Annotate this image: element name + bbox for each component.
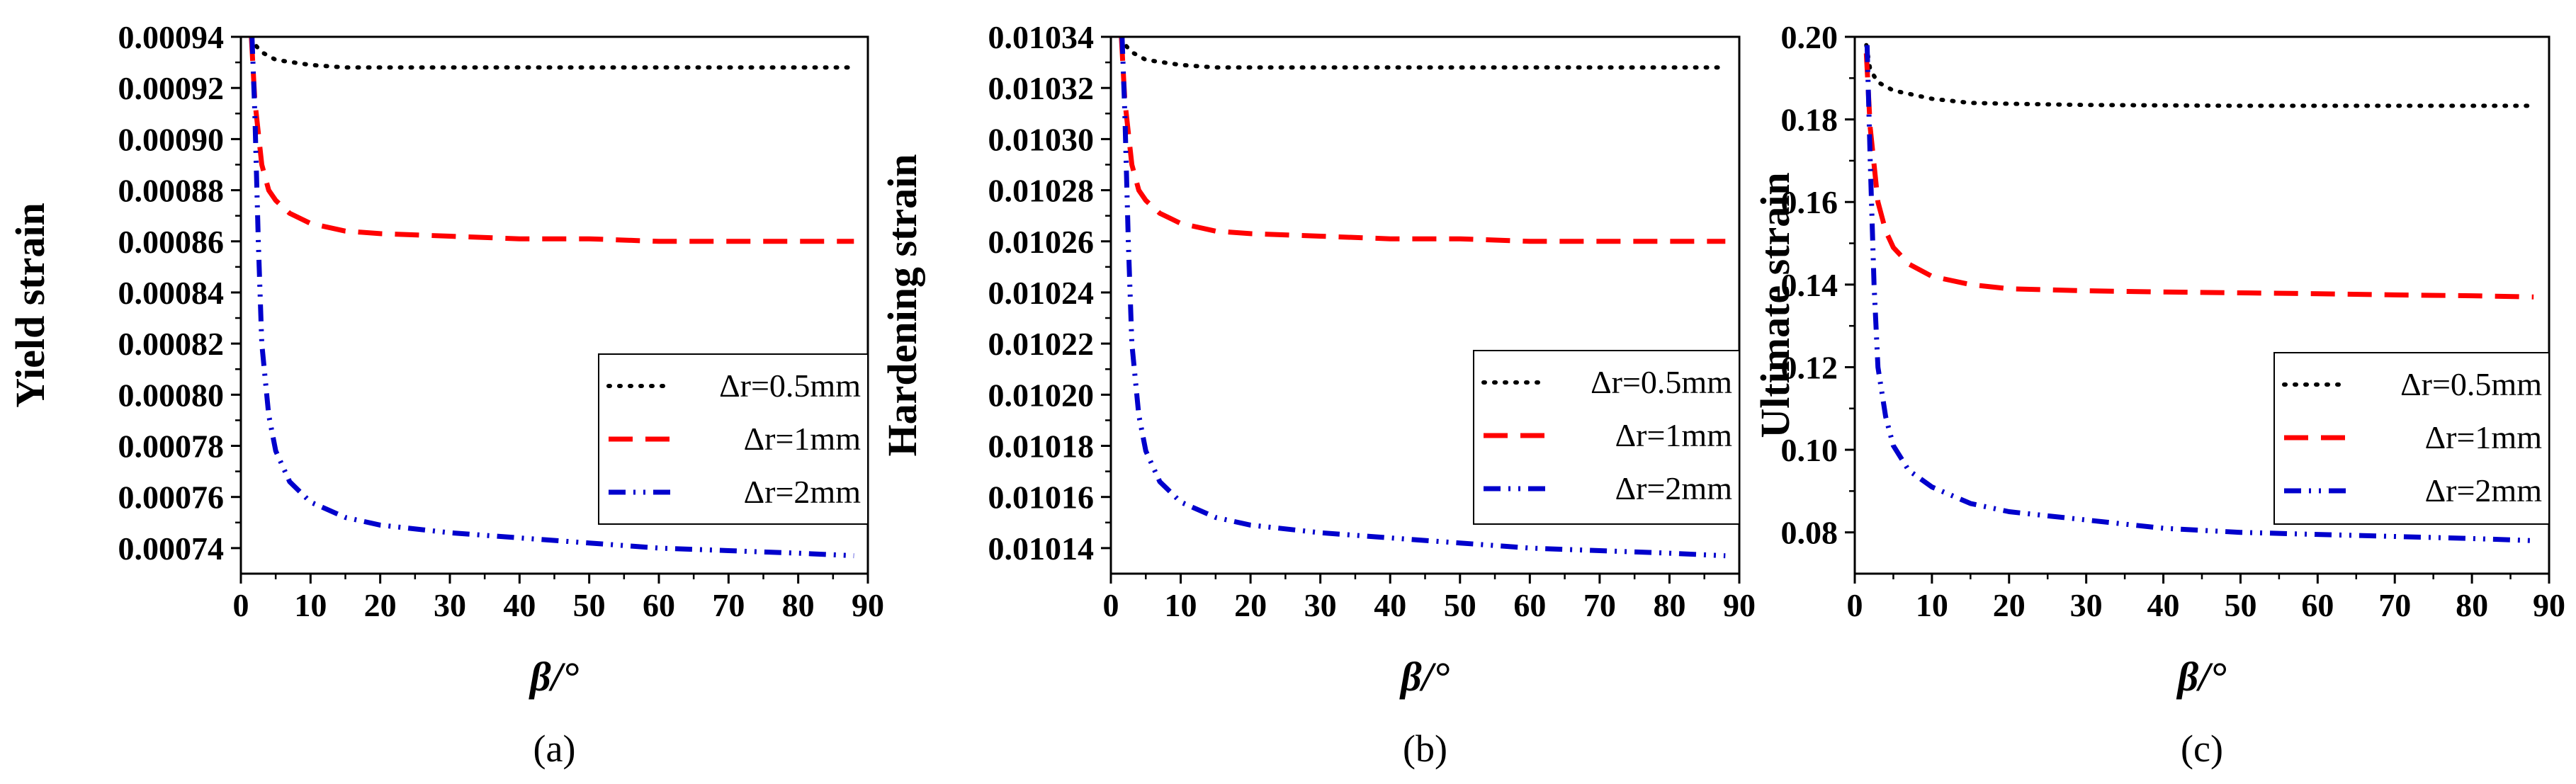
- series-line-2: [1119, 37, 1726, 244]
- x-tick-label: 70: [2378, 587, 2411, 623]
- x-tick-label: 0: [1847, 587, 1863, 623]
- x-tick-label: 40: [1374, 587, 1406, 623]
- legend: Δr=0.5mm Δr=1mm Δr=2mm: [598, 353, 869, 525]
- x-tick-label: 10: [1916, 587, 1948, 623]
- chart-panel-a: 0 10 20 30 40 50 60 70 80 90 0.00074 0.00076 0.00078…: [7, 19, 884, 770]
- y-axis-title: Yield strain: [7, 203, 53, 407]
- x-tick-label: 50: [1444, 587, 1476, 623]
- x-axis-title: β/°: [529, 654, 579, 700]
- chart-panel-c: 0 10 20 30 40 50 60 70 80 90 0.08 0.10 0.12 0.14 0.16 0…: [1752, 19, 2565, 770]
- series-line-3: [249, 37, 854, 559]
- series-line-1: [1864, 42, 2536, 108]
- y-tick-label: 0.00094: [118, 19, 225, 55]
- y-tick-label: 0.16: [1781, 184, 1838, 220]
- y-tick-label: 0.01028: [988, 173, 1095, 209]
- series-line-2: [1863, 53, 2534, 300]
- y-tick-label: 0.00086: [118, 224, 225, 260]
- y-tick-label: 0.01026: [988, 224, 1095, 260]
- legend-label-3: Δr=2mm: [1615, 470, 1733, 506]
- x-tick-label: 0: [233, 587, 249, 623]
- y-tick-label: 0.00084: [118, 275, 225, 311]
- y-tick-label: 0.01020: [988, 377, 1095, 413]
- y-tick-label: 0.00080: [118, 377, 225, 413]
- legend-label-2: Δr=1mm: [1615, 417, 1733, 453]
- x-tick-label: 80: [2456, 587, 2488, 623]
- x-tick-label: 90: [852, 587, 884, 623]
- y-tick-label: 0.01032: [988, 70, 1095, 106]
- x-tick-label: 60: [643, 587, 675, 623]
- x-tick-label: 60: [2301, 587, 2334, 623]
- series-line-1: [1119, 37, 1728, 70]
- x-axis-title: β/°: [2176, 654, 2226, 700]
- y-tick-label: 0.14: [1781, 267, 1838, 303]
- series-line-3: [1864, 45, 2534, 543]
- y-tick-label: 0.01014: [988, 530, 1095, 567]
- x-tick-label: 40: [2147, 587, 2180, 623]
- legend-box: [598, 353, 869, 525]
- legend-box: [2273, 352, 2550, 525]
- x-tick-label: 0: [1103, 587, 1119, 623]
- y-tick-label: 0.00076: [118, 479, 225, 516]
- x-tick-label: 20: [1993, 587, 2026, 623]
- x-tick-label: 70: [1583, 587, 1616, 623]
- x-tick-label: 80: [1653, 587, 1685, 623]
- y-axis-title: Hardening strain: [879, 154, 925, 457]
- x-tick-label: 90: [1723, 587, 1756, 623]
- x-axis-title: β/°: [1399, 654, 1450, 700]
- y-tick-label: 0.18: [1781, 102, 1838, 138]
- x-tick-label: 30: [2070, 587, 2103, 623]
- legend-label-2: Δr=1mm: [744, 421, 862, 457]
- x-tick-label: 80: [782, 587, 815, 623]
- y-tick-label: 0.00088: [118, 173, 225, 209]
- chart-panel-b: 0 10 20 30 40 50 60 70 80 90 0.01014 0.01016 0.01018…: [879, 19, 1756, 770]
- y-tick-label: 0.08: [1781, 515, 1838, 551]
- x-tick-label: 20: [1234, 587, 1267, 623]
- legend: Δr=0.5mm Δr=1mm Δr=2mm: [1473, 350, 1740, 525]
- panel-label: (a): [533, 727, 576, 770]
- legend-label-3: Δr=2mm: [744, 474, 862, 510]
- y-tick-label: 0.00074: [118, 530, 225, 567]
- panel-label: (b): [1403, 727, 1447, 770]
- x-tick-label: 30: [1304, 587, 1337, 623]
- x-tick-label: 50: [2224, 587, 2256, 623]
- y-tick-label: 0.01018: [988, 428, 1095, 465]
- x-tick-label: 70: [712, 587, 745, 623]
- legend-label-2: Δr=1mm: [2425, 419, 2543, 455]
- y-tick-label: 0.01016: [988, 479, 1095, 516]
- x-tick-label: 10: [294, 587, 327, 623]
- legend-box: [1473, 350, 1740, 525]
- y-tick-label: 0.01030: [988, 121, 1095, 157]
- y-tick-label: 0.01022: [988, 326, 1095, 362]
- legend-label-1: Δr=0.5mm: [1591, 364, 1732, 400]
- legend-label-3: Δr=2mm: [2425, 472, 2543, 509]
- y-axis-title: Ultimate strain: [1752, 172, 1798, 438]
- legend-label-1: Δr=0.5mm: [2400, 366, 2542, 402]
- legend: Δr=0.5mm Δr=1mm Δr=2mm: [2273, 352, 2550, 525]
- x-tick-label: 20: [364, 587, 397, 623]
- y-tick-label: 0.00078: [118, 428, 225, 465]
- x-tick-label: 40: [503, 587, 536, 623]
- y-tick-label: 0.10: [1781, 432, 1838, 468]
- panel-label: (c): [2181, 727, 2223, 770]
- x-tick-label: 50: [573, 587, 606, 623]
- series-line-2: [249, 37, 854, 244]
- y-tick-label: 0.01034: [988, 19, 1095, 55]
- x-tick-label: 30: [434, 587, 466, 623]
- x-tick-label: 60: [1513, 587, 1546, 623]
- y-tick-label: 0.12: [1781, 349, 1838, 385]
- x-tick-label: 10: [1165, 587, 1197, 623]
- y-tick-label: 0.00092: [118, 70, 225, 106]
- y-tick-label: 0.00082: [118, 326, 225, 362]
- series-line-3: [1119, 37, 1726, 559]
- series-line-1: [249, 37, 857, 70]
- legend-label-1: Δr=0.5mm: [719, 368, 861, 404]
- y-tick-label: 0.20: [1781, 19, 1838, 55]
- y-tick-label: 0.01024: [988, 275, 1095, 311]
- x-tick-label: 90: [2533, 587, 2565, 623]
- y-tick-label: 0.00090: [118, 121, 225, 157]
